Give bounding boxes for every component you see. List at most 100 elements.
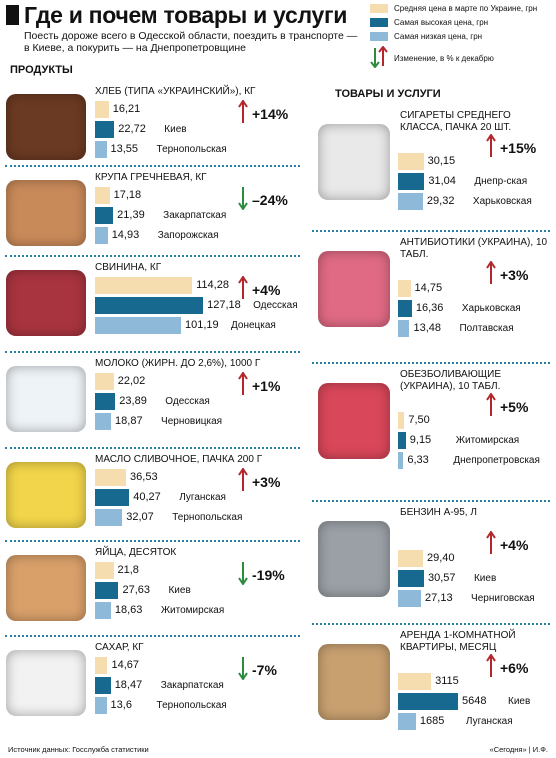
credit: «Сегодня» | И.Ф. — [489, 745, 548, 754]
price-bar — [95, 187, 110, 204]
region-label: Тернопольская — [156, 144, 227, 155]
change-label: -7% — [252, 662, 277, 678]
price-bar — [398, 452, 404, 469]
product-image — [318, 521, 390, 597]
item-label: Антибиотики (Украина), 10 табл. — [400, 237, 548, 260]
price-label: 101,19 — [185, 319, 219, 331]
region-label: Закарпатская — [160, 680, 224, 691]
price-label: 30,15 — [427, 155, 456, 167]
legend-label: Самая низкая цена, грн — [394, 32, 483, 41]
price-label: 27,13 — [425, 592, 453, 604]
change-label: +4% — [500, 537, 529, 553]
price-bar — [398, 590, 422, 607]
price-label: 29,40 — [426, 552, 455, 564]
product-image — [6, 270, 86, 336]
region-label: Закарпатская — [163, 210, 227, 221]
legend-swatch — [370, 4, 388, 13]
price-bar — [95, 297, 204, 314]
price-label: 13,48 — [413, 322, 441, 334]
change-label: +3% — [252, 474, 281, 490]
price-label: 18,47 — [114, 679, 143, 691]
item-label: Аренда 1-комнатной квартиры, месяц — [400, 630, 516, 653]
price-bar — [95, 101, 109, 118]
product-image — [6, 555, 86, 621]
price-bar — [95, 227, 108, 244]
separator — [5, 165, 300, 167]
price-bar — [95, 562, 114, 579]
legend-label: Самая высокая цена, грн — [394, 18, 489, 27]
price-label: 16,36 — [415, 302, 444, 314]
price-label: 21,39 — [117, 209, 145, 221]
price-bar — [95, 141, 107, 158]
price-label: 17,18 — [113, 189, 142, 201]
region-label: Харьковская — [472, 196, 532, 207]
price-bar — [398, 173, 425, 190]
change-arrow — [238, 467, 248, 497]
item-label: Бензин А-95, л — [400, 507, 477, 518]
price-bar — [95, 469, 127, 486]
price-bar — [398, 693, 458, 710]
section-heading: ПРОДУКТЫ — [10, 64, 73, 76]
title-marker — [6, 5, 19, 25]
price-label: 7,50 — [408, 414, 430, 426]
separator — [312, 623, 550, 625]
price-bar — [398, 432, 406, 449]
price-bar — [95, 207, 114, 224]
separator — [5, 255, 300, 257]
item-label: Яйца, десяток — [95, 547, 177, 558]
separator — [312, 230, 550, 232]
price-bar — [95, 317, 181, 334]
region-label: Житомирская — [160, 605, 225, 616]
price-label: 23,89 — [119, 395, 147, 407]
price-label: 27,63 — [122, 584, 151, 596]
price-bar — [95, 121, 115, 138]
item-label: Масло сливочное, пачка 200 г — [95, 454, 263, 465]
price-label: 32,07 — [126, 511, 154, 523]
product-image — [318, 251, 390, 327]
change-label: +4% — [252, 282, 281, 298]
change-arrow — [486, 260, 496, 290]
region-label: Луганская — [465, 716, 513, 727]
separator — [312, 362, 550, 364]
region-label: Донецкая — [231, 320, 276, 331]
price-bar — [398, 280, 411, 297]
region-label: Полтавская — [459, 323, 514, 334]
product-image — [6, 94, 86, 160]
price-label: 22,72 — [118, 123, 146, 135]
price-bar — [398, 193, 423, 210]
price-label: 21,8 — [117, 564, 139, 576]
region-label: Днепропетровская — [453, 455, 540, 466]
price-label: 9,15 — [409, 434, 432, 446]
region-label: Житомирская — [455, 435, 520, 446]
price-label: 40,27 — [133, 491, 161, 503]
price-bar — [398, 153, 424, 170]
product-image — [6, 462, 86, 528]
separator — [5, 540, 300, 542]
product-image — [6, 366, 86, 432]
price-bar — [398, 300, 412, 317]
section-heading: ТОВАРЫ И УСЛУГИ — [335, 88, 441, 100]
product-image — [318, 124, 390, 200]
region-label: Луганская — [179, 492, 226, 503]
price-label: 14,75 — [414, 282, 443, 294]
region-label: Тернопольская — [172, 512, 243, 523]
region-label: Черниговская — [471, 593, 535, 604]
price-label: 5648 — [462, 695, 487, 707]
change-label: +3% — [500, 267, 529, 283]
change-label: +6% — [500, 660, 529, 676]
legend-swatch — [370, 32, 388, 41]
price-bar — [398, 713, 416, 730]
price-label: 22,02 — [117, 375, 146, 387]
price-bar — [95, 602, 111, 619]
price-label: 30,57 — [427, 572, 456, 584]
separator — [312, 500, 550, 502]
price-label: 18,63 — [114, 604, 143, 616]
price-bar — [95, 582, 119, 599]
change-label: +5% — [500, 399, 529, 415]
price-label: 16,21 — [112, 103, 141, 115]
change-arrow — [238, 186, 248, 215]
change-label: +1% — [252, 378, 281, 394]
region-label: Киев — [164, 124, 187, 135]
source: Источник данных: Госслужба статистики — [8, 745, 149, 754]
price-bar — [398, 673, 432, 690]
